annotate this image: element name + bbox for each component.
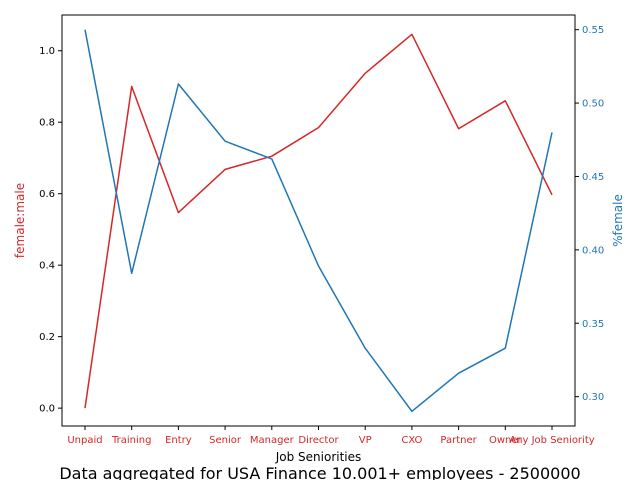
- y-left-axis-title: female:male: [13, 183, 27, 258]
- series-line: [84, 29, 553, 413]
- x-tick-label: Director: [298, 435, 339, 446]
- chart-title: Data aggregated for USA Finance 10.001+ …: [59, 464, 580, 480]
- y-right-tick-label: 0.30: [582, 392, 604, 403]
- x-tick-label: Training: [111, 435, 151, 446]
- y-right-tick-label: 0.50: [582, 99, 604, 110]
- y-left-tick-label: 0.4: [39, 261, 55, 272]
- y-right-tick-label: 0.45: [582, 172, 604, 183]
- x-tick-label: Senior: [209, 435, 242, 446]
- x-tick-label: CXO: [401, 435, 422, 446]
- series-layer: [84, 29, 553, 413]
- y-left-tick-label: 0.2: [39, 332, 55, 343]
- y-right-tick-label: 0.55: [582, 25, 604, 36]
- x-tick-label: VP: [359, 435, 372, 446]
- y-right-tick-label: 0.40: [582, 245, 604, 256]
- x-tick-label: Unpaid: [67, 435, 102, 446]
- x-axis: Unpaid Training Entry Senior Manager Director…: [67, 426, 595, 446]
- x-tick-label: Manager: [250, 435, 295, 446]
- y-right-axis: 0.30 0.35 0.40 0.45 0.50 0.55: [575, 25, 604, 403]
- y-left-axis: 0.0 0.2 0.4 0.6 0.8 1.0: [39, 46, 62, 415]
- y-left-tick-label: 0.8: [39, 118, 55, 129]
- y-left-tick-label: 0.0: [39, 404, 55, 415]
- x-tick-label: Any Job Seniority: [509, 435, 594, 446]
- y-right-axis-title: %female: [611, 194, 625, 247]
- x-tick-label: Entry: [165, 435, 192, 446]
- y-left-tick-label: 0.6: [39, 189, 55, 200]
- x-tick-label: Owner: [489, 435, 523, 446]
- y-right-tick-label: 0.35: [582, 319, 604, 330]
- x-tick-label: Partner: [440, 435, 477, 446]
- y-left-tick-label: 1.0: [39, 46, 55, 57]
- x-axis-title: Job Seniorities: [275, 450, 362, 464]
- series-line: [84, 33, 553, 409]
